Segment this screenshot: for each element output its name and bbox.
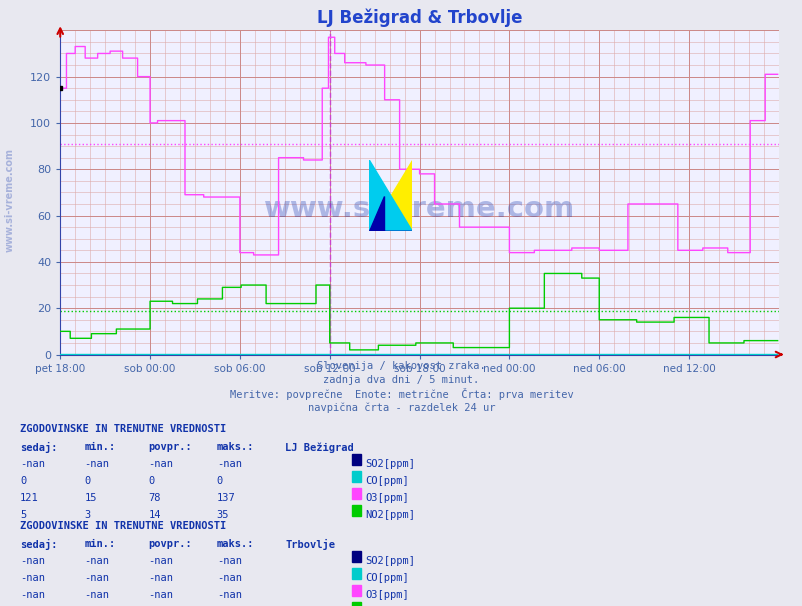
Text: 0: 0: [84, 476, 91, 487]
Text: O3[ppm]: O3[ppm]: [365, 493, 408, 504]
Text: 121: 121: [20, 493, 38, 504]
Text: povpr.:: povpr.:: [148, 539, 192, 550]
Text: 137: 137: [217, 493, 235, 504]
Text: SO2[ppm]: SO2[ppm]: [365, 556, 415, 567]
Text: -nan: -nan: [20, 573, 45, 584]
Text: CO[ppm]: CO[ppm]: [365, 573, 408, 584]
Text: -nan: -nan: [84, 556, 109, 567]
Text: NO2[ppm]: NO2[ppm]: [365, 510, 415, 521]
Text: O3[ppm]: O3[ppm]: [365, 590, 408, 601]
Text: min.:: min.:: [84, 442, 115, 453]
Text: maks.:: maks.:: [217, 539, 254, 550]
Text: maks.:: maks.:: [217, 442, 254, 453]
Text: ZGODOVINSKE IN TRENUTNE VREDNOSTI: ZGODOVINSKE IN TRENUTNE VREDNOSTI: [20, 424, 226, 435]
Text: povpr.:: povpr.:: [148, 442, 192, 453]
Text: 14: 14: [148, 510, 161, 521]
Text: 0: 0: [148, 476, 155, 487]
Text: -nan: -nan: [20, 590, 45, 601]
Text: ZGODOVINSKE IN TRENUTNE VREDNOSTI: ZGODOVINSKE IN TRENUTNE VREDNOSTI: [20, 521, 226, 531]
Text: 0: 0: [217, 476, 223, 487]
Text: 3: 3: [84, 510, 91, 521]
Text: -nan: -nan: [84, 459, 109, 470]
Text: -nan: -nan: [217, 556, 241, 567]
Text: www.si-vreme.com: www.si-vreme.com: [264, 195, 574, 222]
Text: 78: 78: [148, 493, 161, 504]
Text: -nan: -nan: [217, 459, 241, 470]
Text: -nan: -nan: [217, 590, 241, 601]
Text: -nan: -nan: [148, 590, 173, 601]
Text: LJ Bežigrad: LJ Bežigrad: [285, 442, 354, 453]
Text: -nan: -nan: [84, 590, 109, 601]
Text: 0: 0: [20, 476, 26, 487]
Title: LJ Bežigrad & Trbovlje: LJ Bežigrad & Trbovlje: [317, 9, 521, 27]
Text: -nan: -nan: [217, 573, 241, 584]
Text: CO[ppm]: CO[ppm]: [365, 476, 408, 487]
Text: min.:: min.:: [84, 539, 115, 550]
Text: 5: 5: [20, 510, 26, 521]
Text: Slovenija / kakovost zraka.: Slovenija / kakovost zraka.: [317, 361, 485, 371]
Text: zadnja dva dni / 5 minut.: zadnja dva dni / 5 minut.: [323, 375, 479, 385]
Text: -nan: -nan: [148, 573, 173, 584]
Text: Meritve: povprečne  Enote: metrične  Črta: prva meritev: Meritve: povprečne Enote: metrične Črta:…: [229, 388, 573, 401]
Text: -nan: -nan: [20, 459, 45, 470]
Text: 15: 15: [84, 493, 97, 504]
Text: 35: 35: [217, 510, 229, 521]
Text: -nan: -nan: [20, 556, 45, 567]
Text: Trbovlje: Trbovlje: [285, 539, 334, 550]
Text: -nan: -nan: [148, 459, 173, 470]
Text: sedaj:: sedaj:: [20, 442, 58, 453]
Text: navpična črta - razdelek 24 ur: navpična črta - razdelek 24 ur: [307, 402, 495, 413]
Text: -nan: -nan: [148, 556, 173, 567]
Text: -nan: -nan: [84, 573, 109, 584]
Text: SO2[ppm]: SO2[ppm]: [365, 459, 415, 470]
Text: sedaj:: sedaj:: [20, 539, 58, 550]
Text: www.si-vreme.com: www.si-vreme.com: [5, 148, 14, 252]
